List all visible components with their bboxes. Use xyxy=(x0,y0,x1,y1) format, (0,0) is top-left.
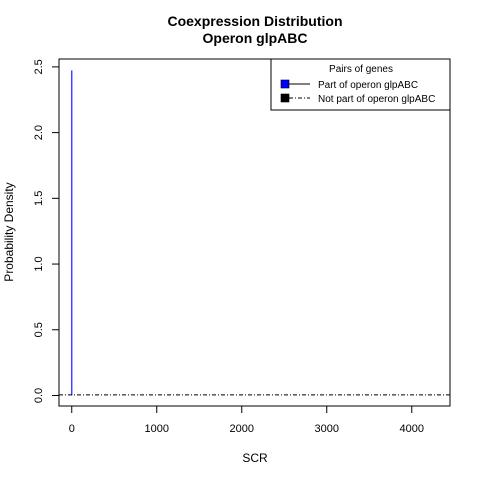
x-tick-label: 2000 xyxy=(230,423,254,435)
y-tick-label: 0.0 xyxy=(33,388,45,403)
legend-label-not-part: Not part of operon glpABC xyxy=(318,94,435,105)
y-tick-label: 2.5 xyxy=(33,59,45,74)
y-tick-label: 0.5 xyxy=(33,322,45,337)
chart-title: Coexpression Distribution xyxy=(167,13,342,29)
legend-title: Pairs of genes xyxy=(329,64,393,75)
y-tick-label: 1.5 xyxy=(33,191,45,206)
x-tick-label: 3000 xyxy=(315,423,339,435)
y-axis-label: Probability Density xyxy=(2,182,16,281)
legend-swatch-part xyxy=(280,79,290,89)
y-tick-label: 2.0 xyxy=(33,125,45,140)
legend: Pairs of genes Part of operon glpABC Not… xyxy=(270,58,451,111)
y-tick-label: 1.0 xyxy=(33,256,45,271)
legend-swatch-not-part xyxy=(280,93,290,103)
x-tick-label: 4000 xyxy=(400,423,424,435)
x-tick-label: 1000 xyxy=(145,423,169,435)
x-axis-label: SCR xyxy=(242,451,268,465)
x-tick-label: 0 xyxy=(69,423,75,435)
chart-subtitle: Operon glpABC xyxy=(203,30,308,46)
x-axis: 0 1000 2000 3000 4000 xyxy=(69,405,424,435)
series-layer xyxy=(59,70,450,396)
y-axis: 0.0 0.5 1.0 1.5 2.0 2.5 xyxy=(33,59,60,403)
legend-label-part: Part of operon glpABC xyxy=(318,80,418,91)
